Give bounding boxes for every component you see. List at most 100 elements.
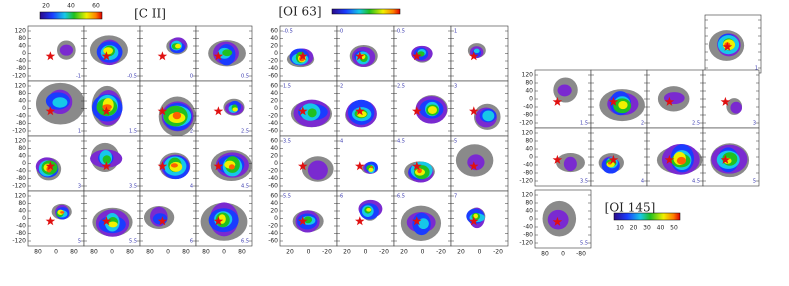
channel-panel: 3	[702, 69, 760, 129]
panel-label: 6	[190, 239, 193, 245]
y-tick-label: 120	[15, 193, 27, 200]
star-marker	[469, 106, 479, 116]
x-tick-label: 80	[541, 251, 549, 258]
emission	[307, 160, 328, 180]
y-tick-label: 0	[274, 215, 278, 222]
channel-panel: 3	[450, 80, 509, 137]
y-tick-label: -120	[12, 183, 26, 190]
star-marker	[469, 216, 479, 226]
figure-title: [OI 63]	[278, 5, 321, 19]
y-tick-label: -40	[16, 223, 26, 230]
emission	[102, 104, 112, 110]
emission	[368, 167, 374, 172]
y-tick-label: 0	[274, 160, 278, 167]
channel-panel: 1.5	[534, 69, 592, 129]
star-marker	[213, 51, 224, 61]
y-tick-label: -60	[268, 128, 278, 135]
panel-label: 2	[340, 84, 343, 90]
y-tick-label: -80	[16, 120, 26, 127]
x-tick-label: -20	[493, 249, 503, 256]
y-tick-label: -120	[12, 128, 26, 135]
channel-panel: -0.5	[83, 25, 141, 82]
panel-frame	[336, 135, 395, 192]
channel-panel: 5	[702, 127, 760, 187]
figure-title: [OI 145]	[605, 201, 656, 215]
y-tick-label: 0	[22, 160, 26, 167]
panel-label: 1.5	[129, 129, 137, 135]
emission	[676, 156, 687, 165]
y-tick-label: 40	[270, 145, 278, 152]
y-tick-label: 80	[18, 90, 26, 97]
y-tick-label: 0	[22, 215, 26, 222]
panel-label: 4.5	[397, 139, 405, 145]
channel-panel: 6.5	[393, 190, 452, 247]
y-tick-label: 120	[15, 28, 27, 35]
emission	[730, 101, 742, 114]
y-tick-label: -80	[523, 232, 533, 239]
panel-label: 4	[641, 179, 644, 185]
channel-panel: 4	[590, 127, 648, 187]
channel-panel: 2	[139, 80, 197, 137]
colorbar-tick-label: 60	[92, 3, 100, 10]
emission	[618, 100, 628, 110]
x-tick-label: 0	[421, 249, 425, 256]
star-marker	[157, 106, 168, 116]
channel-panel: 6.5	[195, 190, 253, 247]
y-tick-label: 120	[15, 83, 27, 90]
y-tick-label: -80	[16, 175, 26, 182]
y-tick-label: 120	[15, 138, 27, 145]
star-marker	[101, 161, 112, 171]
y-tick-label: -40	[523, 162, 533, 169]
panel-label: 3	[78, 184, 81, 190]
y-tick-label: -40	[16, 58, 26, 65]
star-marker	[412, 216, 422, 226]
emission	[370, 166, 373, 169]
panel-frame	[27, 190, 85, 247]
emission	[152, 213, 168, 225]
star-marker	[45, 161, 56, 171]
x-tick-label: 0	[478, 249, 482, 256]
emission	[60, 211, 65, 214]
panel-label: 3.5	[580, 179, 588, 185]
panel-label: 6.5	[241, 239, 249, 245]
panel-label: 0.5	[397, 29, 405, 35]
panel-label: 2.5	[692, 121, 700, 127]
x-tick-label: 0	[166, 249, 170, 256]
x-tick-label: 20	[343, 249, 351, 256]
star-marker	[157, 51, 168, 61]
x-tick-label: 0	[561, 251, 565, 258]
channel-panel: 0.5	[393, 25, 452, 82]
channel-panel: 1.5	[83, 80, 141, 137]
channel-panel: -0.5	[279, 25, 338, 82]
panel-label: 1	[454, 29, 457, 35]
panel-label: 4	[340, 139, 343, 145]
panel-label: 3	[753, 121, 756, 127]
panel-label: 6.5	[397, 194, 405, 200]
channel-panel: 2	[590, 69, 648, 129]
star-marker	[552, 216, 563, 226]
star-marker	[720, 154, 731, 164]
channel-panel: 5.5	[534, 189, 592, 249]
star-marker	[157, 161, 168, 171]
star-marker	[469, 161, 479, 171]
y-tick-label: 120	[522, 130, 534, 137]
y-tick-label: 40	[18, 98, 26, 105]
emission	[563, 156, 577, 172]
colorbar	[39, 11, 103, 20]
y-tick-label: -40	[268, 230, 278, 237]
star-marker	[608, 154, 619, 164]
panel-label: 5.5	[580, 241, 588, 247]
y-tick-label: -80	[16, 65, 26, 72]
channel-panel: 3	[27, 135, 85, 192]
channel-panel: 0	[336, 25, 395, 82]
y-tick-label: 40	[525, 146, 533, 153]
x-tick-label: 80	[238, 249, 246, 256]
emission	[108, 221, 118, 228]
panel-frame	[139, 25, 197, 82]
star-marker	[412, 51, 422, 61]
emission	[170, 163, 178, 168]
y-tick-label: 60	[270, 193, 278, 200]
y-tick-label: -120	[519, 120, 533, 127]
y-tick-label: 0	[22, 105, 26, 112]
colorbar	[613, 212, 681, 221]
